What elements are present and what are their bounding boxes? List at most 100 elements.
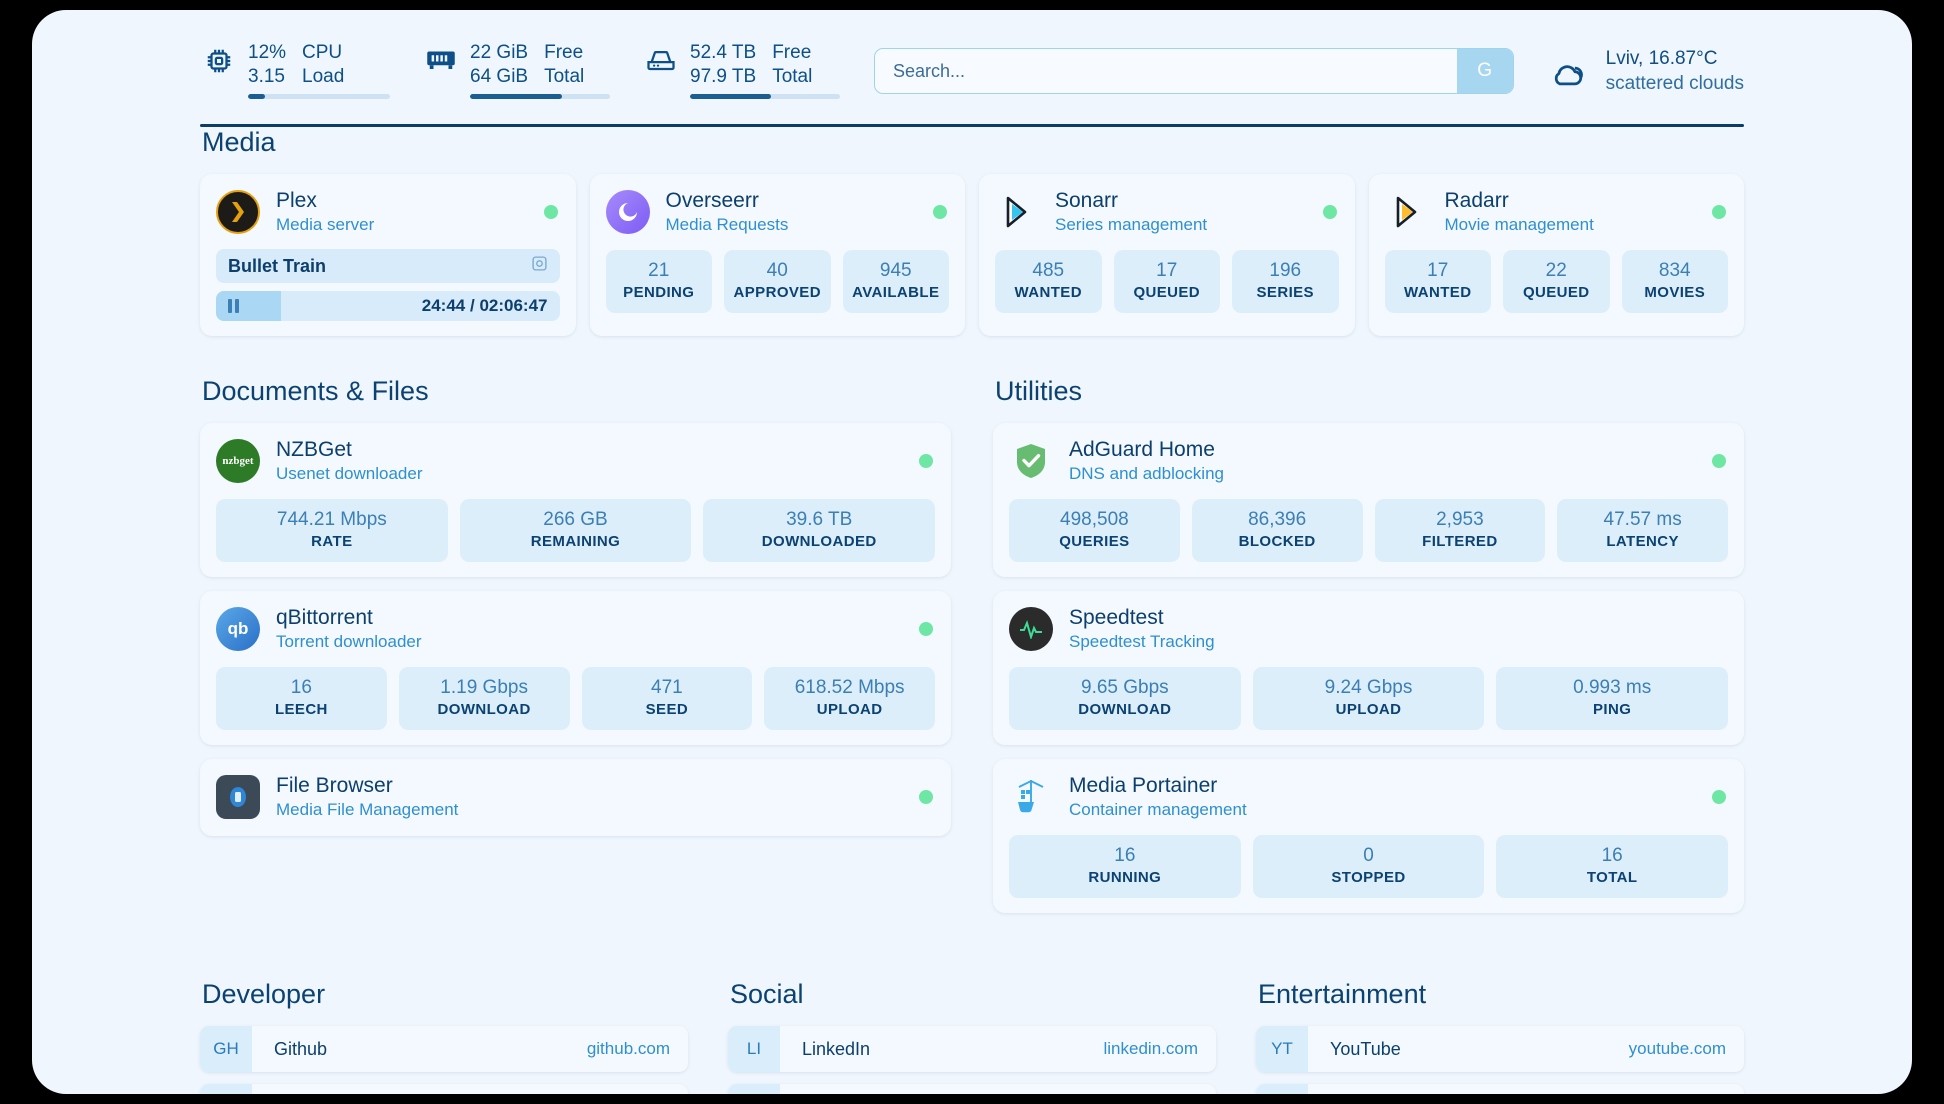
service-desc: Media Requests (665, 215, 789, 234)
bookmark-abbr: NF (1256, 1084, 1308, 1094)
cpu-label-2: Load (302, 66, 345, 87)
cpu-usage-bar (248, 94, 390, 99)
stat-tile: 618.52 Mbps UPLOAD (764, 667, 935, 730)
stat-tile: 17 WANTED (1384, 250, 1491, 313)
qbittorrent-icon: qb (216, 607, 260, 651)
bookmark-group-social: Social LI LinkedIn linkedin.com TW Twitt… (728, 979, 1216, 1094)
now-playing-title: Bullet Train (228, 255, 327, 276)
search-submit-button[interactable]: G (1456, 49, 1513, 93)
stat-tiles: 485 WANTED 17 QUEUED 196 SERIES (995, 250, 1339, 313)
bookmark-item[interactable]: LI LinkedIn linkedin.com (728, 1026, 1216, 1072)
stat-tile: 0.993 ms PING (1496, 667, 1729, 730)
stat-tiles: 9.65 Gbps DOWNLOAD 9.24 Gbps UPLOAD 0.993 … (1009, 667, 1729, 730)
service-card-speedtest[interactable]: Speedtest Speedtest Tracking 9.65 Gbps DO… (993, 591, 1744, 745)
ram-label-1: Free (544, 42, 584, 63)
bookmark-name: Twitter (780, 1084, 1117, 1094)
bookmark-name: StackOverflow (252, 1084, 531, 1094)
stat-tile: 16 TOTAL (1496, 835, 1729, 898)
cpu-usage-fill (248, 94, 266, 99)
service-desc: Series management (1055, 215, 1208, 234)
search-box[interactable]: G (874, 48, 1514, 94)
adguard-icon (1009, 439, 1053, 483)
search-input[interactable] (875, 49, 1457, 93)
bookmark-group-developer: Developer GH Github github.com SO StackO… (200, 979, 688, 1094)
cpu-label-1: CPU (302, 42, 343, 63)
bookmark-item[interactable]: YT YouTube youtube.com (1256, 1026, 1744, 1072)
stat-tiles: 498,508 QUERIES 86,396 BLOCKED 2,953 FILTER… (1009, 499, 1728, 562)
weather-widget: Lviv, 16.87°C scattered clouds (1548, 46, 1744, 96)
bookmark-item[interactable]: GH Github github.com (200, 1026, 688, 1072)
service-name: Sonarr (1055, 189, 1119, 212)
stat-tile: 16 LEECH (216, 667, 387, 730)
stat-tile: 471 SEED (581, 667, 753, 730)
stat-tile: 47.57 ms LATENCY (1557, 499, 1728, 562)
disk-widget: 52.4 TB 97.9 TB Free Total (646, 41, 840, 101)
status-indicator (1712, 454, 1726, 468)
service-card-radarr[interactable]: Radarr Movie management 17 WANTED 22 QUEUE… (1368, 174, 1744, 336)
bookmark-url: stackoverflow.com (531, 1084, 688, 1094)
cpu-widget: 12% 3.15 CPU Load (204, 41, 390, 101)
utilities-cards: AdGuard Home DNS and adblocking 498,508 Q… (993, 423, 1744, 913)
section-title-media: Media (202, 127, 276, 157)
now-playing-row[interactable]: Bullet Train (216, 249, 560, 283)
status-indicator (919, 454, 933, 468)
status-indicator (1712, 790, 1726, 804)
service-desc: Media server (276, 215, 375, 234)
service-name: Overseerr (665, 189, 759, 212)
settings-icon[interactable] (531, 255, 548, 277)
stat-tile: 86,396 BLOCKED (1191, 499, 1363, 562)
status-indicator (919, 622, 933, 636)
service-card-media-portainer[interactable]: Media Portainer Container management 16 R… (993, 759, 1744, 913)
status-indicator (543, 205, 558, 219)
service-card-qbittorrent[interactable]: qb qBittorrent Torrent downloader 16 LEEC… (200, 591, 951, 745)
speedtest-icon (1009, 607, 1053, 651)
overseerr-icon (605, 190, 650, 234)
bookmark-item[interactable]: TW Twitter twitter.com (728, 1084, 1216, 1094)
bookmark-url: youtube.com (1628, 1039, 1726, 1058)
filebrowser-icon (216, 775, 260, 819)
search-area: G (840, 48, 1548, 94)
radarr-icon (1385, 190, 1429, 234)
pause-icon[interactable] (228, 299, 239, 313)
service-desc: Speedtest Tracking (1069, 632, 1215, 651)
bookmarks-area: Developer GH Github github.com SO StackO… (200, 979, 1744, 1094)
disk-label-2: Total (772, 66, 813, 87)
stat-tiles: 16 LEECH 1.19 Gbps DOWNLOAD 471 SEED 618.52… (216, 667, 935, 730)
bookmark-item[interactable]: NF Netflix netflix.com (1256, 1084, 1744, 1094)
disk-sub: 97.9 TB (690, 66, 757, 87)
bookmark-group-title: Entertainment (1258, 979, 1427, 1009)
ram-usage-bar (470, 94, 610, 99)
cpu-icon (204, 46, 234, 76)
disk-usage-fill (690, 94, 771, 99)
service-name: Plex (276, 189, 317, 212)
ram-sub: 64 GiB (470, 66, 529, 87)
bookmark-url: twitter.com (1117, 1084, 1216, 1094)
bookmark-url: linkedin.com (1103, 1039, 1199, 1058)
disk-icon (646, 46, 676, 72)
stat-tile: 22 QUEUED (1503, 250, 1610, 313)
service-card-plex[interactable]: Plex Media server Bullet Train 24:44 / 0… (200, 174, 576, 336)
section-title-utilities: Utilities (995, 376, 1083, 406)
bookmark-abbr: GH (200, 1026, 252, 1072)
service-desc: Movie management (1444, 215, 1594, 234)
playback-progress[interactable]: 24:44 / 02:06:47 (216, 291, 560, 321)
service-card-file-browser[interactable]: File Browser Media File Management (200, 759, 951, 836)
stat-tile: 485 WANTED (995, 250, 1102, 313)
bookmark-abbr: YT (1256, 1026, 1308, 1072)
bookmark-name: Netflix (1308, 1084, 1645, 1094)
stat-tile: 0 STOPPED (1252, 835, 1485, 898)
dashboard-panel: 12% 3.15 CPU Load (32, 10, 1912, 1094)
bookmark-item[interactable]: SO StackOverflow stackoverflow.com (200, 1084, 688, 1094)
cloud-icon (1548, 58, 1590, 90)
service-desc: DNS and adblocking (1069, 464, 1224, 483)
bookmark-abbr: TW (728, 1084, 780, 1094)
bookmark-abbr: LI (728, 1026, 780, 1072)
service-card-sonarr[interactable]: Sonarr Series management 485 WANTED 17 QUE… (979, 174, 1355, 336)
weather-location-temp: Lviv, 16.87°C (1605, 48, 1718, 69)
ram-widget: 22 GiB 64 GiB Free Total (426, 41, 610, 101)
service-card-adguard-home[interactable]: AdGuard Home DNS and adblocking 498,508 Q… (993, 423, 1744, 577)
service-desc: Torrent downloader (276, 632, 422, 651)
service-card-overseerr[interactable]: Overseerr Media Requests 21 PENDING 40 APP… (589, 174, 965, 336)
ram-icon (426, 46, 456, 72)
service-card-nzbget[interactable]: nzbget NZBGet Usenet downloader 744.21 M… (200, 423, 951, 577)
